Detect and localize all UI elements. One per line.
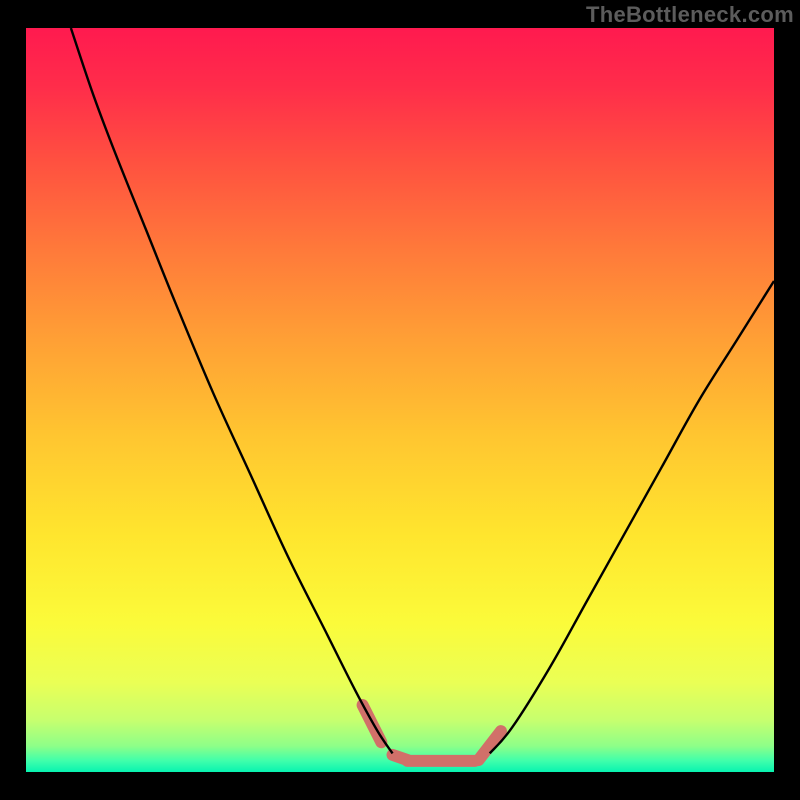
bottleneck-chart <box>26 28 774 772</box>
gradient-background <box>26 28 774 772</box>
watermark-text: TheBottleneck.com <box>586 2 794 28</box>
frame: TheBottleneck.com <box>0 0 800 800</box>
